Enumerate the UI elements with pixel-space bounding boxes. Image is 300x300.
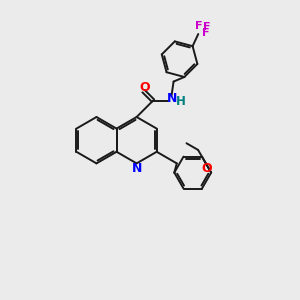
Text: N: N: [167, 92, 177, 105]
Text: O: O: [202, 162, 212, 175]
Text: H: H: [176, 95, 186, 108]
Text: N: N: [132, 162, 142, 175]
Text: F: F: [194, 21, 202, 31]
Text: F: F: [203, 22, 211, 32]
Text: F: F: [202, 28, 209, 38]
Text: O: O: [140, 81, 150, 94]
